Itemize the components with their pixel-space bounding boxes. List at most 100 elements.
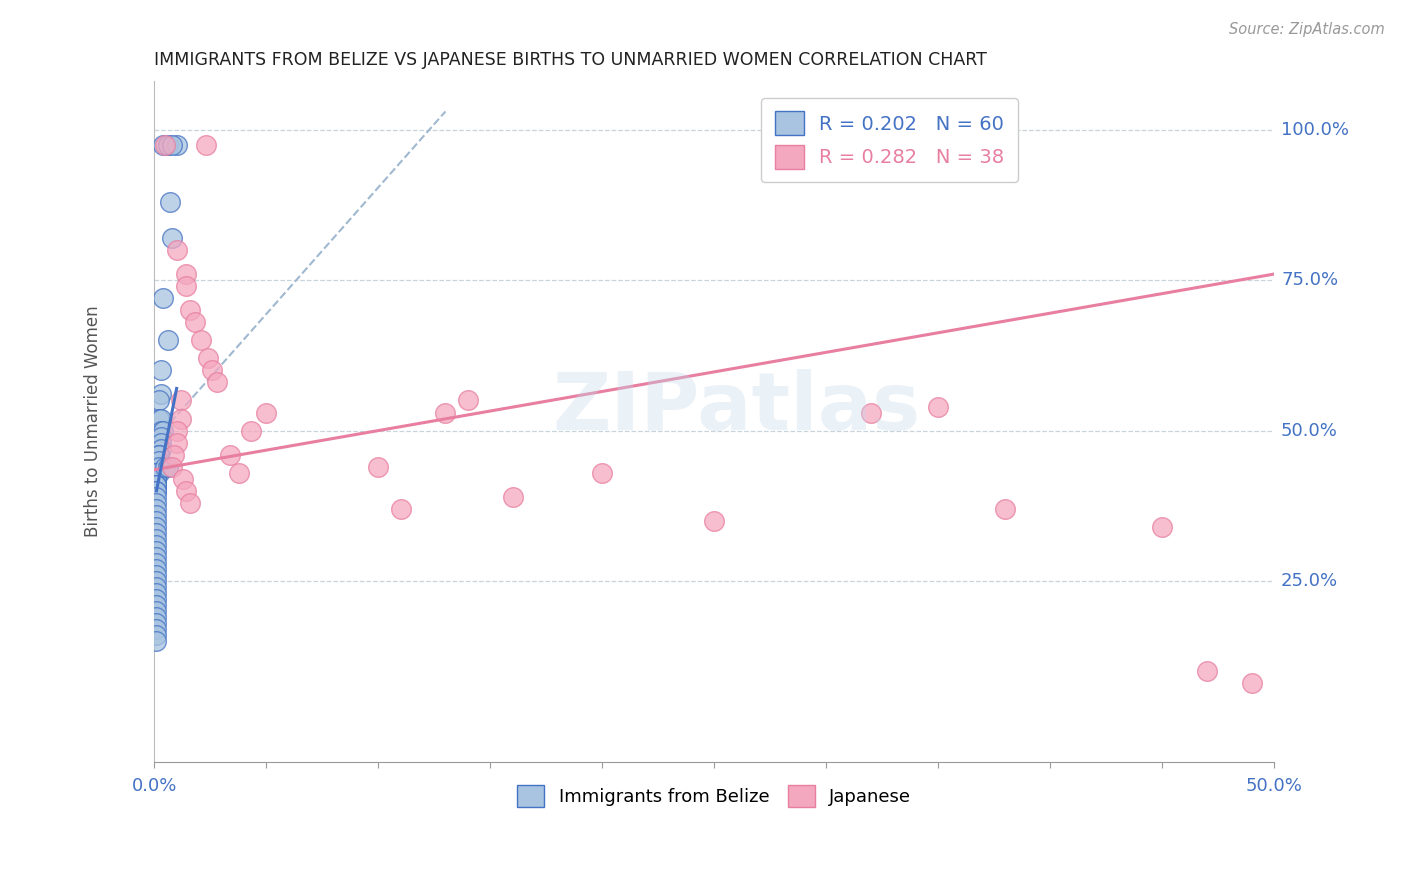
Point bbox=[145, 562, 167, 576]
Point bbox=[156, 459, 179, 474]
Point bbox=[174, 267, 197, 281]
Point bbox=[145, 604, 167, 618]
Point bbox=[145, 580, 167, 594]
Text: 100.0%: 100.0% bbox=[1281, 120, 1348, 138]
Text: 25.0%: 25.0% bbox=[1281, 572, 1339, 591]
Point bbox=[860, 405, 883, 419]
Point bbox=[145, 508, 167, 522]
Point bbox=[190, 333, 212, 347]
Point bbox=[172, 472, 194, 486]
Text: 50.0%: 50.0% bbox=[1246, 777, 1303, 795]
Point bbox=[703, 514, 725, 528]
Point bbox=[155, 137, 177, 152]
Point bbox=[155, 459, 177, 474]
Point bbox=[148, 411, 170, 425]
Point bbox=[1197, 665, 1219, 679]
Point bbox=[152, 291, 174, 305]
Point bbox=[170, 393, 193, 408]
Point bbox=[145, 490, 167, 504]
Point bbox=[254, 405, 277, 419]
Text: 50.0%: 50.0% bbox=[1281, 422, 1339, 440]
Point bbox=[148, 453, 170, 467]
Point bbox=[160, 231, 183, 245]
Text: Births to Unmarried Women: Births to Unmarried Women bbox=[83, 306, 101, 537]
Point bbox=[145, 556, 167, 570]
Point bbox=[205, 376, 228, 390]
Point bbox=[163, 448, 186, 462]
Text: IMMIGRANTS FROM BELIZE VS JAPANESE BIRTHS TO UNMARRIED WOMEN CORRELATION CHART: IMMIGRANTS FROM BELIZE VS JAPANESE BIRTH… bbox=[155, 51, 987, 69]
Point bbox=[145, 501, 167, 516]
Point bbox=[156, 333, 179, 347]
Point bbox=[166, 243, 188, 257]
Point bbox=[145, 477, 167, 491]
Point bbox=[239, 424, 262, 438]
Point bbox=[927, 400, 949, 414]
Point bbox=[149, 429, 172, 443]
Point bbox=[434, 405, 457, 419]
Point bbox=[170, 411, 193, 425]
Point bbox=[228, 466, 250, 480]
Point bbox=[148, 466, 170, 480]
Point bbox=[145, 622, 167, 636]
Point bbox=[174, 279, 197, 293]
Point bbox=[1240, 676, 1263, 690]
Point bbox=[145, 634, 167, 648]
Point bbox=[179, 303, 201, 318]
Point bbox=[149, 435, 172, 450]
Legend: Immigrants from Belize, Japanese: Immigrants from Belize, Japanese bbox=[510, 778, 918, 814]
Point bbox=[389, 501, 412, 516]
Point bbox=[160, 459, 183, 474]
Point bbox=[145, 466, 167, 480]
Point bbox=[148, 393, 170, 408]
Point bbox=[219, 448, 242, 462]
Point bbox=[179, 496, 201, 510]
Text: 0.0%: 0.0% bbox=[132, 777, 177, 795]
Point bbox=[145, 628, 167, 642]
Point bbox=[145, 616, 167, 631]
Point bbox=[145, 483, 167, 498]
Point bbox=[145, 592, 167, 607]
Point bbox=[145, 483, 167, 498]
Text: ZIPatlas: ZIPatlas bbox=[553, 369, 921, 447]
Text: 75.0%: 75.0% bbox=[1281, 271, 1339, 289]
Point bbox=[145, 525, 167, 540]
Point bbox=[145, 610, 167, 624]
Text: Source: ZipAtlas.com: Source: ZipAtlas.com bbox=[1229, 22, 1385, 37]
Point bbox=[145, 598, 167, 612]
Point bbox=[145, 514, 167, 528]
Point bbox=[145, 586, 167, 600]
Point bbox=[145, 538, 167, 552]
Point bbox=[145, 477, 167, 491]
Point bbox=[145, 574, 167, 588]
Point bbox=[159, 194, 181, 209]
Point bbox=[145, 472, 167, 486]
Point bbox=[149, 411, 172, 425]
Point bbox=[145, 532, 167, 546]
Point bbox=[1152, 520, 1174, 534]
Point bbox=[145, 472, 167, 486]
Point bbox=[502, 490, 524, 504]
Point bbox=[166, 137, 188, 152]
Point bbox=[367, 459, 389, 474]
Point bbox=[145, 466, 167, 480]
Point bbox=[145, 520, 167, 534]
Point bbox=[156, 137, 179, 152]
Point bbox=[148, 459, 170, 474]
Point bbox=[166, 424, 188, 438]
Point bbox=[145, 549, 167, 564]
Point bbox=[183, 315, 205, 329]
Point bbox=[152, 424, 174, 438]
Point bbox=[174, 483, 197, 498]
Point bbox=[591, 466, 613, 480]
Point bbox=[166, 435, 188, 450]
Point bbox=[149, 442, 172, 456]
Point bbox=[152, 137, 174, 152]
Point bbox=[994, 501, 1017, 516]
Point bbox=[149, 387, 172, 401]
Point bbox=[145, 477, 167, 491]
Point bbox=[145, 472, 167, 486]
Point bbox=[145, 544, 167, 558]
Point bbox=[149, 424, 172, 438]
Point bbox=[197, 351, 219, 366]
Point bbox=[160, 137, 183, 152]
